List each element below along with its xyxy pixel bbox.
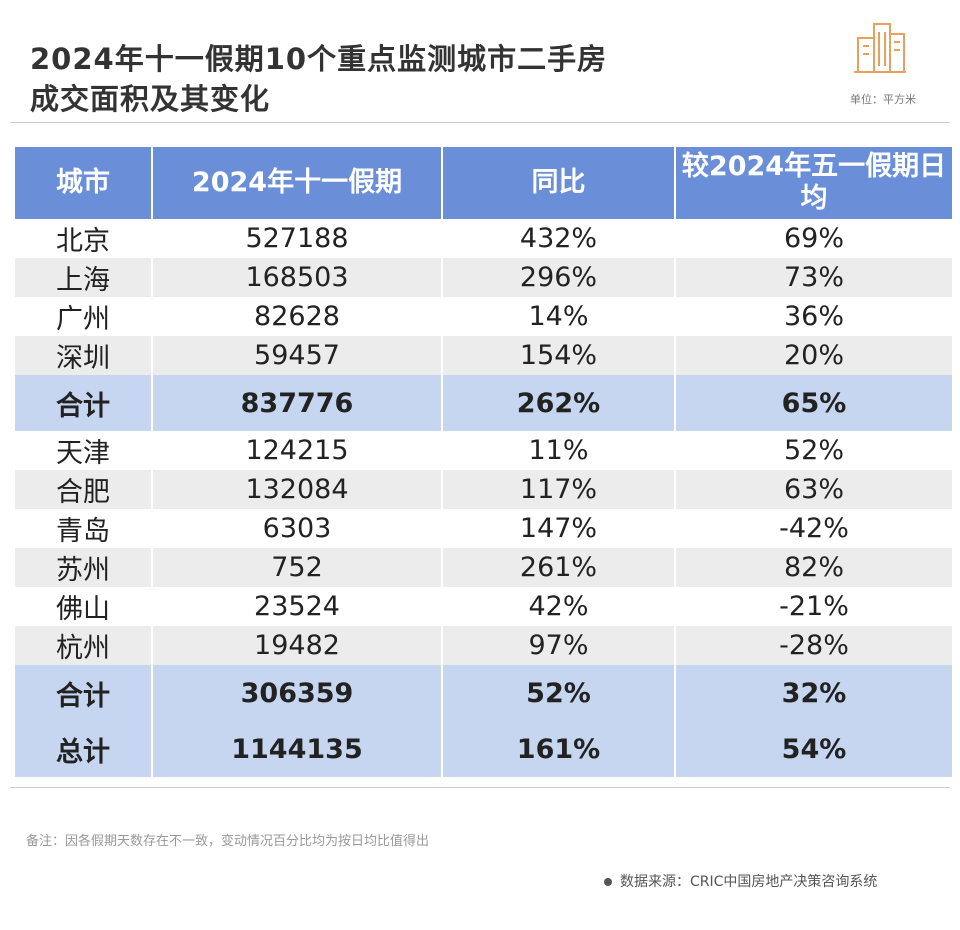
table-cell: 82% — [675, 548, 952, 587]
table-row: 北京 527188 432% 69% — [15, 219, 952, 258]
table-row: 合计 837776 262% 65% — [15, 375, 952, 431]
table-cell: 161% — [442, 721, 676, 777]
column-header: 2024年十一假期 — [152, 147, 443, 219]
table-cell: 752 — [152, 548, 443, 587]
table-cell: 23524 — [152, 587, 443, 626]
table-cell: 20% — [675, 336, 952, 375]
divider — [10, 787, 950, 788]
table-cell: 261% — [442, 548, 676, 587]
table-cell: 306359 — [152, 665, 443, 721]
table-cell: 69% — [783, 223, 844, 254]
table-cell: 117% — [442, 470, 676, 509]
table-cell: 97% — [442, 626, 676, 665]
divider — [10, 122, 950, 123]
table-row: 天津 124215 11% 52% — [15, 431, 952, 470]
table-cell: 佛山 — [15, 587, 153, 626]
table-cell: 42% — [442, 587, 676, 626]
table-cell: 132084 — [152, 470, 443, 509]
table-cell: 合肥 — [15, 470, 153, 509]
note: 备注：因各假期天数存在不一致，变动情况百分比均为按日均比值得出 — [26, 834, 430, 849]
table-cell: 154% — [442, 336, 676, 375]
table-row: 总计 1144135 161% 54% — [15, 721, 952, 777]
table-row: 合计 306359 52% 32% — [15, 665, 952, 721]
table-row: 苏州 752 261% 82% — [15, 548, 952, 587]
table-cell: 52% — [442, 665, 676, 721]
table-cell: 52% — [783, 435, 844, 466]
table-cell: 63% — [675, 470, 952, 509]
table-cell: 上海 — [15, 258, 153, 297]
table-cell: 36% — [783, 301, 844, 332]
table-row: 佛山 23524 42% -21% — [15, 587, 952, 626]
column-header: 较2024年五一假期日均 — [675, 147, 952, 219]
table-cell: 65% — [675, 375, 952, 431]
table-cell: 837776 — [152, 375, 443, 431]
table-cell: 59457 — [152, 336, 443, 375]
table-cell: -28% — [675, 626, 952, 665]
table-row: 深圳 59457 154% 20% — [15, 336, 952, 375]
table-cell: -42% — [779, 513, 849, 544]
title: 2024年十一假期10个重点监测城市二手房 — [30, 42, 608, 76]
table-cell: 天津 — [15, 431, 153, 470]
table-cell: 11% — [442, 431, 676, 470]
column-header: 城市 — [15, 147, 153, 219]
table-cell: 124215 — [152, 431, 443, 470]
table-cell: 19482 — [152, 626, 443, 665]
source: 数据来源：CRIC中国房地产决策咨询系统 — [604, 871, 877, 891]
table-cell: 6303 — [152, 509, 443, 548]
table-row: 杭州 19482 97% -28% — [15, 626, 952, 665]
data-table: 城市 2024年十一假期 同比 较2024年五一假期日均 北京 527188 432% 69… — [15, 147, 952, 777]
table-cell: 总计 — [15, 721, 153, 777]
table-row: 广州 82628 14% 36% — [15, 297, 952, 336]
table-cell: 262% — [442, 375, 676, 431]
table-cell: 82628 — [152, 297, 443, 336]
table-cell: 32% — [675, 665, 952, 721]
building-icon — [854, 23, 906, 73]
table-cell: 深圳 — [15, 336, 153, 375]
table-row: 上海 168503 296% 73% — [15, 258, 952, 297]
title: 成交面积及其变化 — [30, 82, 271, 116]
table-cell: 527188 — [152, 219, 443, 258]
table-cell: 147% — [442, 509, 676, 548]
table-cell: 苏州 — [15, 548, 153, 587]
table-cell: 青岛 — [15, 509, 153, 548]
table-row: 合肥 132084 117% 63% — [15, 470, 952, 509]
table-cell: -21% — [779, 591, 849, 622]
table-cell: 合计 — [15, 665, 153, 721]
table-cell: 杭州 — [15, 626, 153, 665]
table-cell: 北京 — [15, 219, 153, 258]
table-cell: 73% — [675, 258, 952, 297]
table-cell: 432% — [442, 219, 676, 258]
table-cell: 广州 — [15, 297, 153, 336]
header-row: 城市 2024年十一假期 同比 较2024年五一假期日均 — [15, 147, 952, 219]
table-cell: 14% — [442, 297, 676, 336]
table-body: 北京 527188 432% 69% 上海 168503 296% 73% 广州 82628 14%… — [15, 219, 952, 777]
column-header: 同比 — [442, 147, 676, 219]
table-cell: 296% — [442, 258, 676, 297]
table-row: 青岛 6303 147% -42% — [15, 509, 952, 548]
table-cell: 合计 — [15, 375, 153, 431]
table-cell: 1144135 — [152, 721, 443, 777]
table-cell: 168503 — [152, 258, 443, 297]
unit: 单位：平方米 — [850, 93, 916, 106]
table-cell: 54% — [675, 721, 952, 777]
